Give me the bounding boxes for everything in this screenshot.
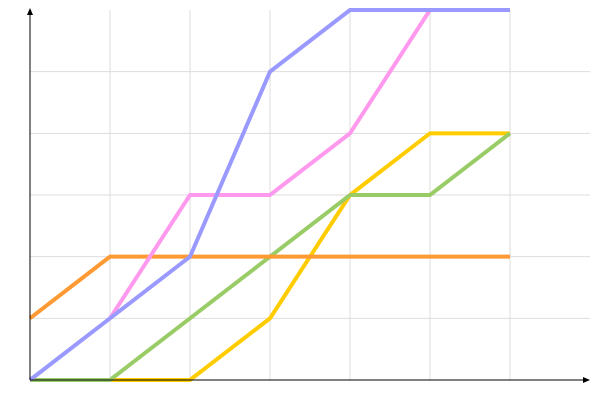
grid — [30, 10, 590, 380]
axes — [27, 8, 590, 383]
series-line-2 — [28, 254, 510, 320]
x-axis-arrow-icon — [583, 377, 590, 383]
y-axis-arrow-icon — [27, 8, 33, 15]
series-line-4 — [28, 8, 510, 382]
series-line-3 — [108, 8, 432, 320]
